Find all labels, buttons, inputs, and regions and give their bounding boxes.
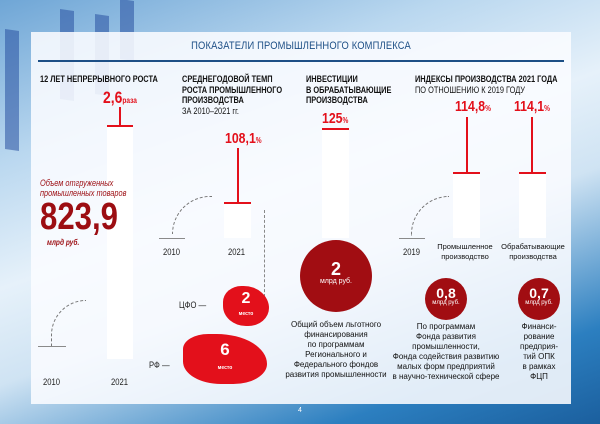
infographic-panel: ПОКАЗАТЕЛИ ПРОМЫШЛЕННОГО КОМПЛЕКСА 12 ЛЕ… [31, 32, 571, 404]
bar-investments [322, 130, 349, 238]
funding-caption: Финанси-рование предприя-тий ОПК в рамках Ф… [520, 322, 558, 381]
baseline [399, 238, 425, 239]
page-title: ПОКАЗАТЕЛИ ПРОМЫШЛЕННОГО КОМПЛЕКСА [191, 40, 411, 52]
rf-label: РФ — [149, 360, 170, 370]
block3-heading: ИНВЕСТИЦИИ В ОБРАБАТЫВАЮЩИЕ ПРОИЗВОДСТВА [306, 74, 392, 105]
growth-arrow-icon [172, 196, 212, 234]
year-label: 2010 [163, 247, 181, 257]
growth-arrow-icon [411, 196, 449, 236]
index-value: 114,1% [514, 98, 550, 115]
index-value: 114,8% [455, 98, 491, 115]
shipped-value: 823,9 [40, 196, 118, 238]
red-line [531, 117, 533, 172]
year-label: 2019 [403, 247, 421, 257]
red-line [119, 107, 121, 125]
index-label: Обрабатывающие производства [501, 242, 565, 261]
red-line [466, 117, 468, 172]
year-label: 2021 [111, 377, 129, 387]
block2-heading: СРЕДНЕГОДОВОЙ ТЕМП РОСТА ПРОМЫШЛЕННОГО ПРО… [182, 74, 283, 116]
red-line [519, 172, 546, 174]
bar-manufacturing [519, 174, 546, 238]
year-label: 2010 [43, 377, 61, 387]
red-line [453, 172, 480, 174]
funding-circle: 0,7 млрд руб. [518, 278, 560, 320]
block2-value: 108,1% [225, 130, 262, 147]
index-label: Промышленное производство [437, 242, 493, 261]
funding-caption: Общий объем льготного финансирования по пр… [285, 320, 387, 379]
shipped-unit: млрд руб. [47, 238, 80, 247]
dashed-connector [264, 210, 265, 302]
baseline [38, 346, 66, 347]
title-divider [38, 60, 564, 62]
cfo-label: ЦФО — [179, 300, 207, 310]
block3-value: 125% [322, 110, 349, 127]
block1-heading: 12 ЛЕТ НЕПРЕРЫВНОГО РОСТА [40, 74, 158, 84]
red-line [322, 128, 349, 130]
red-line [107, 125, 133, 127]
page-number: 4 [298, 407, 302, 414]
russia-map-icon: 6 место [183, 334, 267, 384]
red-line [237, 148, 239, 202]
red-line [224, 202, 251, 204]
baseline [159, 238, 185, 239]
bar-2021 [107, 127, 133, 359]
bg-decor [5, 29, 19, 151]
bar-industrial [453, 174, 480, 238]
block1-value: 2,6раза [103, 88, 137, 107]
growth-arrow-icon [51, 300, 86, 346]
cfo-map-icon: 2 место [223, 286, 269, 326]
funding-caption: По программам Фонда развития промышленност… [392, 322, 500, 381]
bar-2021 [224, 204, 251, 238]
shipped-label: Объем отгруженных промышленных товаров [40, 178, 127, 198]
block4-heading: ИНДЕКСЫ ПРОИЗВОДСТВА 2021 ГОДА ПО ОТНОШЕН… [415, 74, 558, 95]
funding-circle: 2 млрд руб. [300, 240, 372, 312]
year-label: 2021 [228, 247, 246, 257]
funding-circle: 0,8 млрд руб. [425, 278, 467, 320]
